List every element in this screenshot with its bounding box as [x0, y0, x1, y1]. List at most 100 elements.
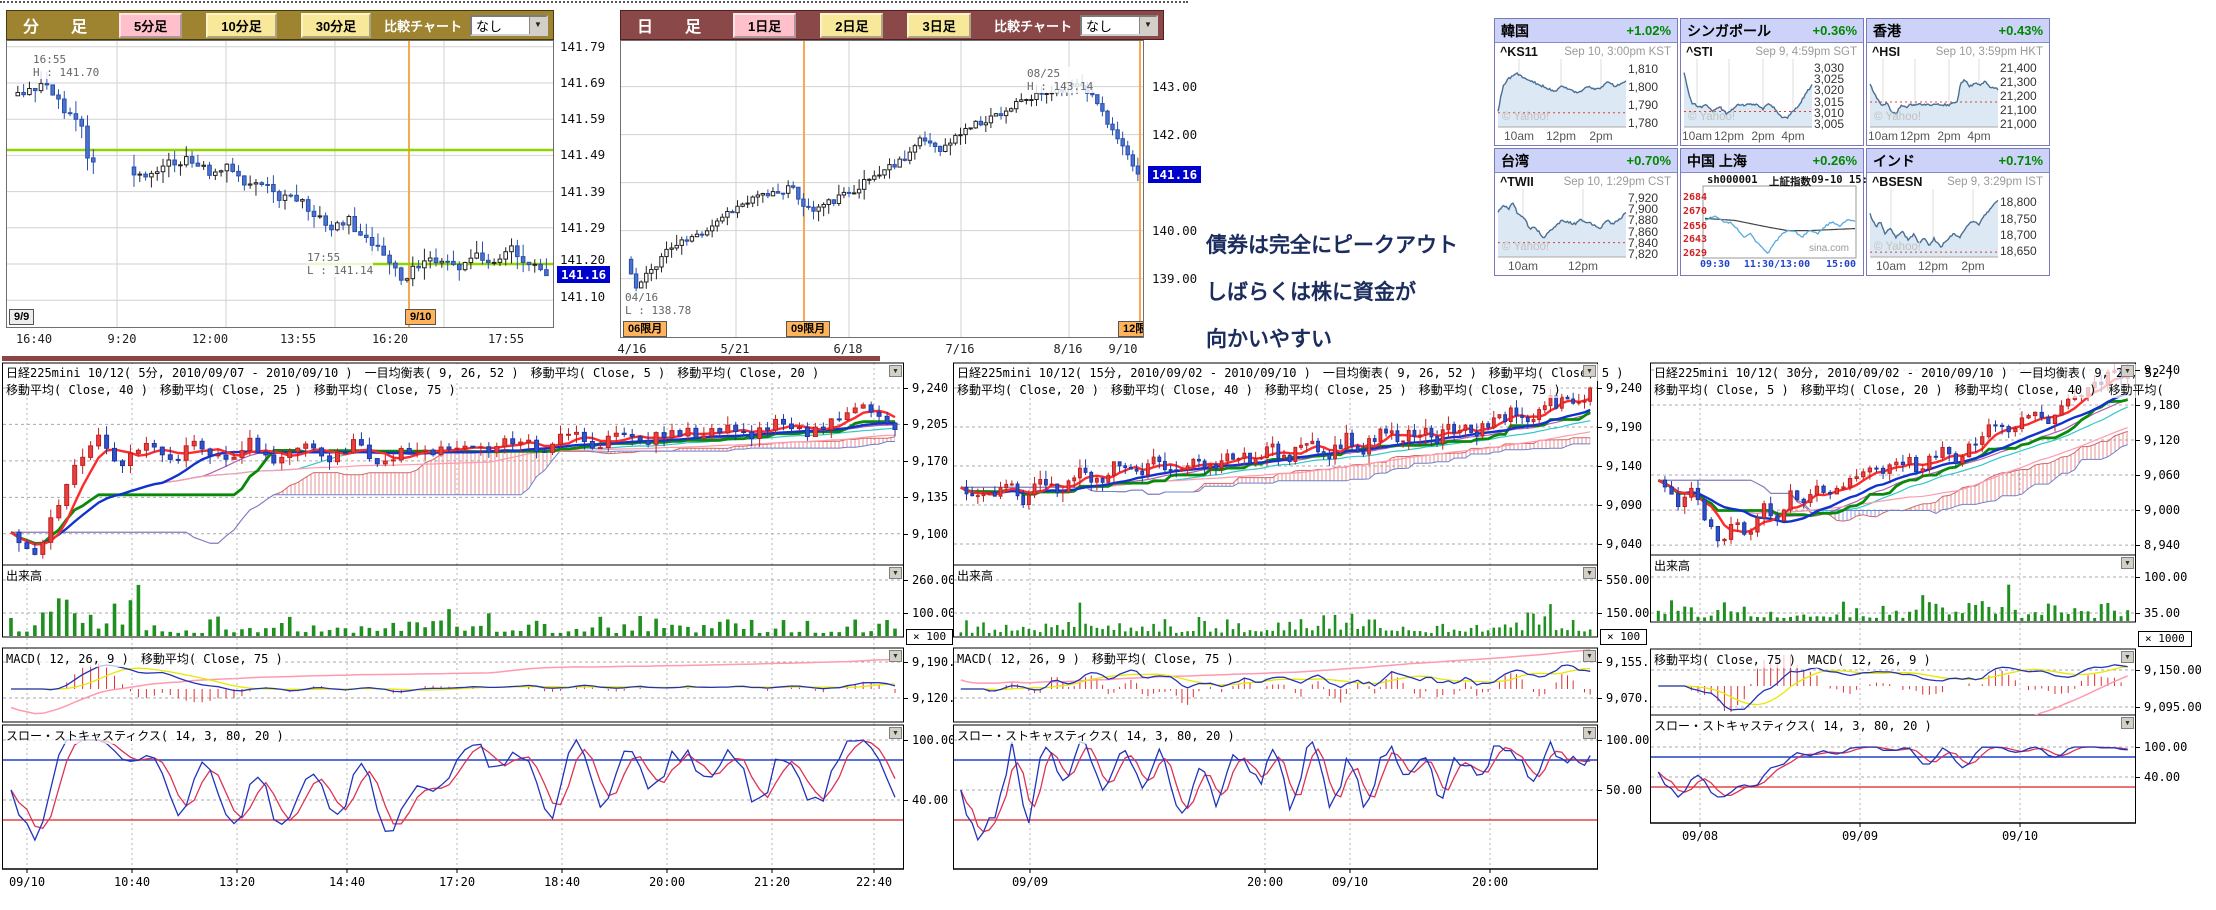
market-time-tick: 12pm: [1545, 129, 1577, 143]
market-symbol: ^BSESN: [1872, 175, 1923, 189]
pane-scroll-arrow-icon[interactable]: ▼: [1583, 567, 1596, 579]
timeframe-button-5分足[interactable]: 5分足: [119, 12, 183, 38]
time-tick: 16:20: [371, 332, 409, 346]
contract-box: 12限月: [1118, 321, 1143, 337]
yahoo-watermark: © Yahoo!: [1502, 111, 1550, 123]
market-timestamp: Sep 10, 3:00pm KST: [1564, 46, 1671, 58]
axis-tick-label: 9,150.00: [2144, 663, 2202, 677]
sina-time-tick: 09:30: [1699, 259, 1731, 270]
market-panel-^TWII[interactable]: 台湾 +0.70% ^TWII Sep 10, 1:29pm CST 7,920 7,90…: [1494, 148, 1678, 276]
volume-pane-label: 出来高: [957, 567, 994, 584]
market-price-tick: 3,025: [1814, 72, 1845, 87]
market-time-tick: 2pm: [1589, 129, 1613, 143]
timeframe-button-2日足[interactable]: 2日足: [820, 12, 884, 38]
compare-chart-value-minute: なし: [476, 18, 503, 34]
pane-scroll-arrow-icon[interactable]: ▼: [2121, 365, 2134, 377]
axis-tick-label: 260.00: [912, 573, 956, 587]
axis-tickmark: [903, 662, 908, 663]
compare-chart-select-daily[interactable]: なし ▼: [1080, 14, 1158, 36]
timeframe-button-3日足[interactable]: 3日足: [907, 12, 971, 38]
minute-chart-window: 分 足 5分足 10分足 30分足 比較チャート なし ▼ 16:55 H : 14…: [6, 10, 612, 352]
market-time-tick: 2pm: [1751, 129, 1775, 143]
pane-scroll-arrow-icon[interactable]: ▼: [889, 650, 902, 662]
daily-chart-plot[interactable]: 08/25 H : 143.14 04/16 L : 138.78 06限月 09限月…: [620, 40, 1144, 338]
market-panel-sh000001[interactable]: 中国 上海 +0.26% sh000001 上証指数 09-10 15:00 2684 26…: [1680, 148, 1881, 276]
pane-scroll-arrow-icon[interactable]: ▼: [889, 567, 902, 579]
axis-tickmark: [1597, 544, 1602, 545]
time-axis-label: 20:00: [1471, 875, 1509, 889]
low-annotation: 04/16 L : 138.78: [625, 291, 692, 317]
market-change: +0.71%: [1998, 153, 2043, 168]
pane-scroll-arrow-icon[interactable]: ▼: [889, 727, 902, 739]
sina-time-tick: 15:00: [1825, 259, 1857, 270]
minute-timeframe-buttons: 5分足 10分足 30分足: [95, 12, 372, 38]
macd-pane-label: 移動平均( Close, 75 ) MACD( 12, 26, 9 ): [1654, 651, 1931, 668]
axis-tick-label: 100.00: [2144, 570, 2188, 584]
price-tick: 141.59: [560, 111, 606, 127]
market-change: +0.26%: [1812, 153, 1857, 168]
sina-symbol: sh000001: [1707, 174, 1758, 186]
axis-tick-label: 150.00: [1606, 606, 1650, 620]
axis-tick-label: 9,170: [912, 454, 949, 468]
market-price-tick: 21,000: [2000, 116, 2037, 131]
market-panel-^BSESN[interactable]: インド +0.71% ^BSESN Sep 9, 3:29pm IST 18,800 18…: [1866, 148, 2050, 276]
pane-scroll-arrow-icon[interactable]: ▼: [2121, 651, 2134, 663]
time-axis-label: 09/10: [2001, 829, 2039, 843]
tech-chart-30min[interactable]: 日経225mini 10/12( 30分, 2010/09/02 - 2010/…: [1650, 357, 2216, 862]
market-panel-header: 中国 上海 +0.26%: [1681, 149, 1863, 173]
axis-tickmark: [1597, 466, 1602, 467]
unit-multiplier-box: × 100: [1600, 629, 1648, 645]
time-tick: 17:55: [487, 332, 525, 346]
market-name: 香港: [1873, 22, 1901, 39]
axis-tick-label: 40.00: [912, 793, 949, 807]
axis-tickmark: [903, 740, 908, 741]
pane-scroll-arrow-icon[interactable]: ▼: [1583, 365, 1596, 377]
market-time-tick: 2pm: [1961, 259, 1985, 273]
market-symbol: ^KS11: [1500, 45, 1538, 59]
market-panel-^HSI[interactable]: 香港 +0.43% ^HSI Sep 10, 3:59pm HKT 21,400 21,3…: [1866, 18, 2050, 146]
axis-tickmark: [2135, 475, 2140, 476]
market-panel-^KS11[interactable]: 韓国 +1.02% ^KS11 Sep 10, 3:00pm KST 1,810 1,80…: [1494, 18, 1678, 146]
axis-tickmark: [1597, 505, 1602, 506]
time-axis-label: 17:20: [438, 875, 476, 889]
axis-tick-label: 100.00: [1606, 733, 1650, 747]
market-timestamp: Sep 9, 3:29pm IST: [1947, 176, 2043, 188]
current-price-badge: 141.16: [1148, 165, 1202, 183]
timeframe-button-1日足[interactable]: 1日足: [733, 12, 797, 38]
market-price-tick: 21,200: [2000, 89, 2037, 103]
sina-watermark: sina.com: [1809, 243, 1850, 254]
market-price-tick: 3,005: [1814, 116, 1845, 131]
pane-scroll-arrow-icon[interactable]: ▼: [1583, 727, 1596, 739]
market-panel-^STI[interactable]: シンガポール +0.36% ^STI Sep 9, 4:59pm SGT 3,030 3,…: [1680, 18, 1864, 146]
market-symbol: ^HSI: [1872, 45, 1901, 59]
minute-chart-plot[interactable]: 16:55 H : 141.70 17:55 L : 141.14 9/9 9/10: [6, 40, 554, 328]
date-tick: 7/16: [945, 342, 975, 356]
sina-timestamp: 09-10 15:00: [1811, 174, 1881, 186]
axis-tick-label: 9,100: [912, 527, 949, 541]
market-panel-header: シンガポール +0.36%: [1681, 19, 1863, 43]
tech-chart-15min[interactable]: 日経225mini 10/12( 15分, 2010/09/02 - 2010/…: [953, 357, 1664, 905]
date-tick: 6/18: [833, 342, 863, 356]
tech-chart-5min[interactable]: 日経225mini 10/12( 5分, 2010/09/07 - 2010/0…: [2, 356, 970, 905]
axis-tickmark: [1597, 613, 1602, 614]
axis-tick-label: 9,090: [1606, 498, 1643, 512]
pane-scroll-arrow-icon[interactable]: ▼: [1583, 650, 1596, 662]
pane-scroll-arrow-icon[interactable]: ▼: [2121, 717, 2134, 729]
chevron-down-icon[interactable]: ▼: [1139, 16, 1156, 34]
compare-chart-select-minute[interactable]: なし ▼: [470, 14, 548, 36]
chevron-down-icon[interactable]: ▼: [529, 16, 546, 34]
market-symbol: ^STI: [1686, 45, 1713, 59]
axis-tick-label: 9,140: [1606, 459, 1643, 473]
timeframe-button-30分足[interactable]: 30分足: [300, 12, 372, 38]
price-tick: 143.00: [1152, 78, 1198, 94]
time-axis-label: 09/08: [1681, 829, 1719, 843]
pane-scroll-arrow-icon[interactable]: ▼: [2121, 557, 2134, 569]
market-change: +0.36%: [1812, 23, 1857, 38]
timeframe-button-10分足[interactable]: 10分足: [206, 12, 277, 38]
market-name: シンガポール: [1687, 22, 1771, 39]
axis-tickmark: [903, 497, 908, 498]
pane-scroll-arrow-icon[interactable]: ▼: [889, 365, 902, 377]
tech-chart-title: 日経225mini 10/12( 5分, 2010/09/07 - 2010/0…: [6, 364, 820, 381]
axis-tick-label: 9,000: [2144, 503, 2181, 517]
price-tick: 141.10: [560, 288, 606, 304]
